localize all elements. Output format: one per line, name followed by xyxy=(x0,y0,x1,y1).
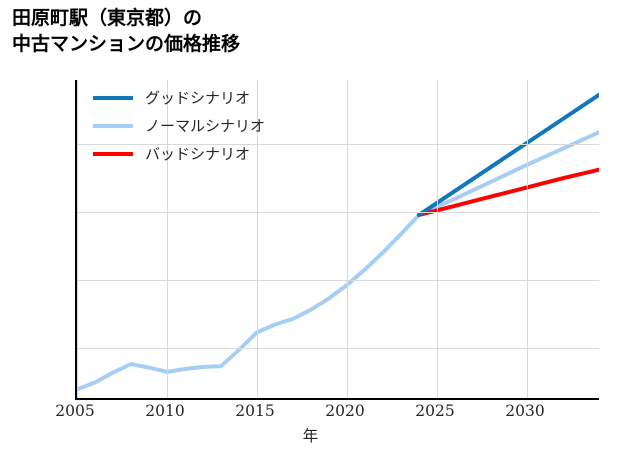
x-tick-label-2030: 2030 xyxy=(505,402,545,420)
plot-area xyxy=(75,80,599,400)
legend-item-normal[interactable]: ノーマルシナリオ xyxy=(93,117,266,135)
legend-item-good[interactable]: グッドシナリオ xyxy=(93,89,265,107)
legend-swatch-good-icon xyxy=(93,95,133,100)
gridline-y-500 xyxy=(77,144,599,145)
gridline-x-2025 xyxy=(437,80,438,398)
legend-item-bad[interactable]: バッドシナリオ xyxy=(93,145,265,163)
legend-swatch-normal-icon xyxy=(93,123,133,128)
gridline-x-2010 xyxy=(167,80,168,398)
plot-inner xyxy=(77,80,599,398)
x-tick-label-2010: 2010 xyxy=(145,402,185,420)
x-tick-label-2005: 2005 xyxy=(55,402,95,420)
legend-label-bad: バッドシナリオ xyxy=(145,146,251,163)
legend-swatch-bad-icon xyxy=(93,151,133,156)
gridline-x-2030 xyxy=(527,80,528,398)
series-lines xyxy=(77,92,599,392)
legend: グッドシナリオ ノーマルシナリオ バッドシナリオ xyxy=(93,89,266,163)
line-bad-scenario xyxy=(417,167,599,217)
line-good-scenario xyxy=(417,92,599,217)
gridline-x-2020 xyxy=(347,80,348,398)
gridline-y-400 xyxy=(77,212,599,213)
x-tick-label-2015: 2015 xyxy=(235,402,275,420)
legend-label-good: グッドシナリオ xyxy=(145,90,251,107)
x-tick-label-2025: 2025 xyxy=(415,402,455,420)
gridline-y-200 xyxy=(77,348,599,349)
x-tick-label-2020: 2020 xyxy=(325,402,365,420)
legend-label-normal: ノーマルシナリオ xyxy=(145,118,266,135)
gridline-y-300 xyxy=(77,280,599,281)
page-title: 田原町駅（東京都）の 中古マンションの価格推移 xyxy=(12,8,241,56)
line-normal-scenario xyxy=(77,130,599,392)
gridline-x-2005 xyxy=(77,80,78,398)
gridline-x-2015 xyxy=(257,80,258,398)
x-axis-title: 年 xyxy=(302,427,319,445)
